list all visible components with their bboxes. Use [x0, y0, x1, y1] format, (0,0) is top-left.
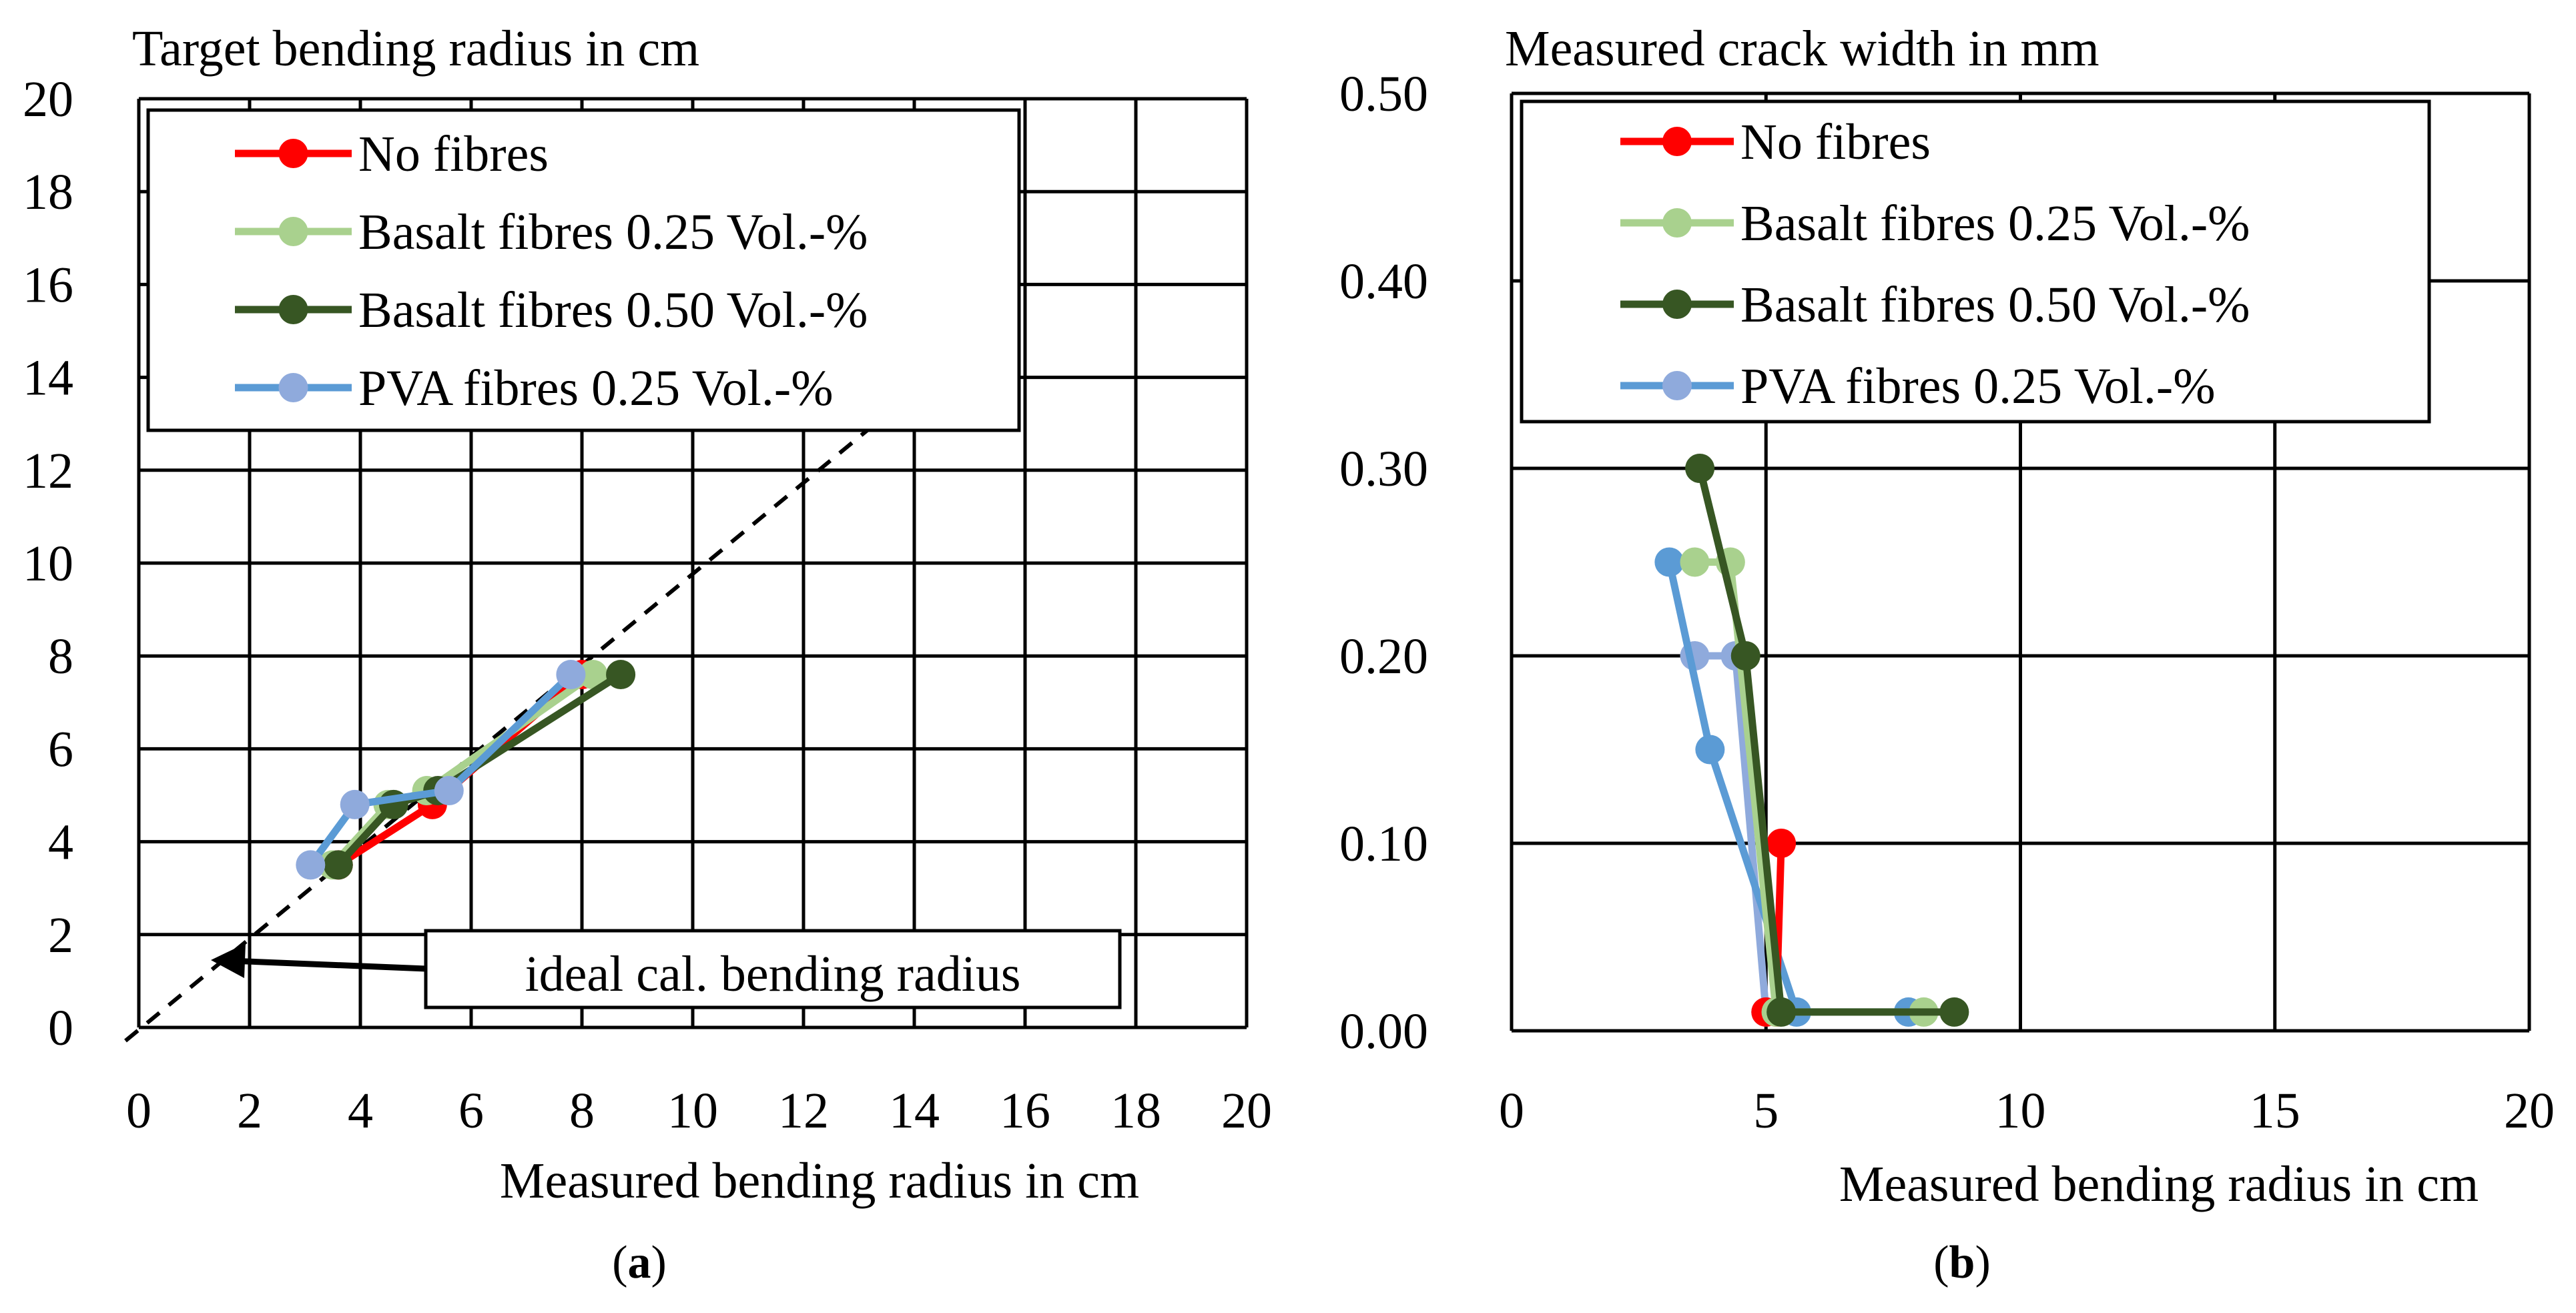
data-point-no-fibres — [1766, 829, 1797, 858]
panel-a-reference-line — [124, 408, 894, 1043]
x-tick-label: 10 — [1995, 1083, 2046, 1139]
data-point-pva-fibres-0-25-vol — [1695, 735, 1725, 765]
data-point-basalt-fibres-0-25-vol — [1680, 547, 1710, 577]
x-tick-label: 6 — [458, 1083, 484, 1139]
series-line-basalt-fibres-0-50-vol — [1696, 467, 1955, 1016]
panel-a-series — [296, 660, 636, 880]
data-point-basalt-fibres-0-50-vol — [606, 660, 636, 690]
y-tick-label: 0 — [48, 1000, 73, 1056]
x-tick-label: 5 — [1753, 1083, 1779, 1139]
x-tick-label: 2 — [237, 1083, 262, 1139]
x-tick-label: 20 — [1221, 1083, 1272, 1139]
y-tick-label: 4 — [48, 815, 73, 871]
panel-a-label: (a) — [612, 1237, 667, 1288]
annotation-arrow-shaft — [230, 957, 426, 972]
panel-b-series — [1654, 454, 1969, 1027]
annotation-arrow-head — [211, 943, 246, 978]
legend-marker — [278, 295, 308, 324]
annotation-box — [424, 929, 1122, 1009]
legend-marker — [1662, 371, 1692, 400]
annotation-text: ideal cal. bending radius — [525, 946, 1021, 1002]
data-point-basalt-fibres-0-50-vol — [323, 850, 353, 880]
x-tick-label: 8 — [569, 1083, 595, 1139]
x-tick-label: 16 — [1000, 1083, 1050, 1139]
y-tick-label: 0.10 — [1339, 816, 1428, 872]
legend-label: No fibres — [1740, 114, 1931, 170]
panel-b-label: (b) — [1933, 1237, 1991, 1288]
y-tick-label: 14 — [23, 350, 73, 406]
legend-label: PVA fibres 0.25 Vol.-% — [1740, 358, 2216, 414]
y-tick-label: 18 — [23, 164, 73, 220]
x-tick-label: 12 — [778, 1083, 829, 1139]
data-point-pva-fibres-0-25-vol — [296, 850, 326, 880]
x-tick-label: 0 — [1499, 1083, 1524, 1139]
panel-a-title: Target bending radius in cm — [132, 21, 699, 77]
data-point-basalt-fibres-0-50-vol — [1730, 641, 1760, 671]
panel-a-legend: No fibres Basalt fibres 0.25 Vol.-% Basalt… — [146, 108, 1021, 432]
data-point-pva-fibres-0-25-vol — [340, 789, 370, 819]
series-line-pva-fibres-0-25-vol — [1666, 561, 1909, 1016]
panel-b-chart: 0 5 10 15 20 0.00 0.10 0.20 0.30 0.40 0.50 Measure… — [1339, 21, 2555, 1288]
data-point-pva-fibres-0-25-vol — [556, 660, 586, 690]
legend-marker — [278, 217, 308, 246]
data-point-basalt-fibres-0-50-vol — [1685, 454, 1715, 483]
legend-marker — [1662, 208, 1692, 238]
legend-label: Basalt fibres 0.25 Vol.-% — [358, 204, 868, 260]
x-tick-label: 18 — [1110, 1083, 1161, 1139]
ideal-reference-line — [124, 408, 894, 1043]
data-point-basalt-fibres-0-50-vol — [1766, 997, 1797, 1027]
panel-b-title: Measured crack width in mm — [1505, 21, 2100, 77]
data-point-basalt-fibres-0-25-vol — [578, 660, 608, 690]
x-tick-label: 20 — [2504, 1083, 2555, 1139]
panel-b-xlabel: Measured bending radius in cm — [1839, 1156, 2479, 1212]
x-tick-label: 0 — [126, 1083, 151, 1139]
panel-a-chart: 0 2 4 6 8 10 12 14 16 18 20 0 2 4 6 8 10 12 14 16 18 20 Targe… — [23, 21, 1272, 1288]
panel-b-legend: No fibres Basalt fibres 0.25 Vol.-% Basalt… — [1520, 99, 2431, 424]
panel-a-xlabel: Measured bending radius in cm — [500, 1153, 1139, 1209]
y-tick-label: 6 — [48, 721, 73, 777]
legend-label: Basalt fibres 0.50 Vol.-% — [358, 282, 868, 338]
panel-a-annotation: ideal cal. bending radius — [211, 929, 1122, 1009]
x-tick-label: 14 — [889, 1083, 940, 1139]
y-tick-label: 0.00 — [1339, 1003, 1428, 1059]
legend-label: No fibres — [358, 126, 549, 182]
y-tick-label: 10 — [23, 536, 73, 592]
x-tick-label: 4 — [348, 1083, 373, 1139]
y-tick-label: 0.50 — [1339, 66, 1428, 122]
data-point-pva-fibres-0-25-vol — [434, 776, 464, 806]
legend-marker — [1662, 290, 1692, 319]
data-point-pva-fibres-0-25-vol — [1654, 547, 1684, 577]
data-point-basalt-fibres-0-50-vol — [1939, 997, 1969, 1027]
y-tick-label: 0.30 — [1339, 441, 1428, 497]
legend-label: Basalt fibres 0.25 Vol.-% — [1740, 195, 2250, 252]
x-tick-label: 10 — [667, 1083, 718, 1139]
x-tick-label: 15 — [2250, 1083, 2300, 1139]
y-tick-label: 0.20 — [1339, 628, 1428, 685]
legend-label: PVA fibres 0.25 Vol.-% — [358, 360, 834, 416]
legend-marker — [1662, 127, 1692, 156]
panel-b-tick-labels: 0 5 10 15 20 0.00 0.10 0.20 0.30 0.40 0.50 — [1339, 66, 2555, 1139]
legend-label: Basalt fibres 0.50 Vol.-% — [1740, 277, 2250, 333]
y-tick-label: 2 — [48, 907, 73, 963]
legend-box — [1520, 99, 2431, 424]
y-tick-label: 0.40 — [1339, 254, 1428, 310]
series-line-basalt-fibres-0-25-vol — [1694, 558, 1924, 1016]
legend-marker — [278, 139, 308, 168]
series-line-pva-fibres-0-25-vol — [307, 672, 574, 867]
y-tick-label: 12 — [23, 443, 73, 499]
y-tick-label: 16 — [23, 257, 73, 313]
y-tick-label: 20 — [23, 71, 73, 127]
y-tick-label: 8 — [48, 628, 73, 685]
panel-a-tick-labels: 0 2 4 6 8 10 12 14 16 18 20 0 2 4 6 8 10 12 14 16 18 20 — [23, 71, 1272, 1139]
legend-marker — [278, 373, 308, 402]
